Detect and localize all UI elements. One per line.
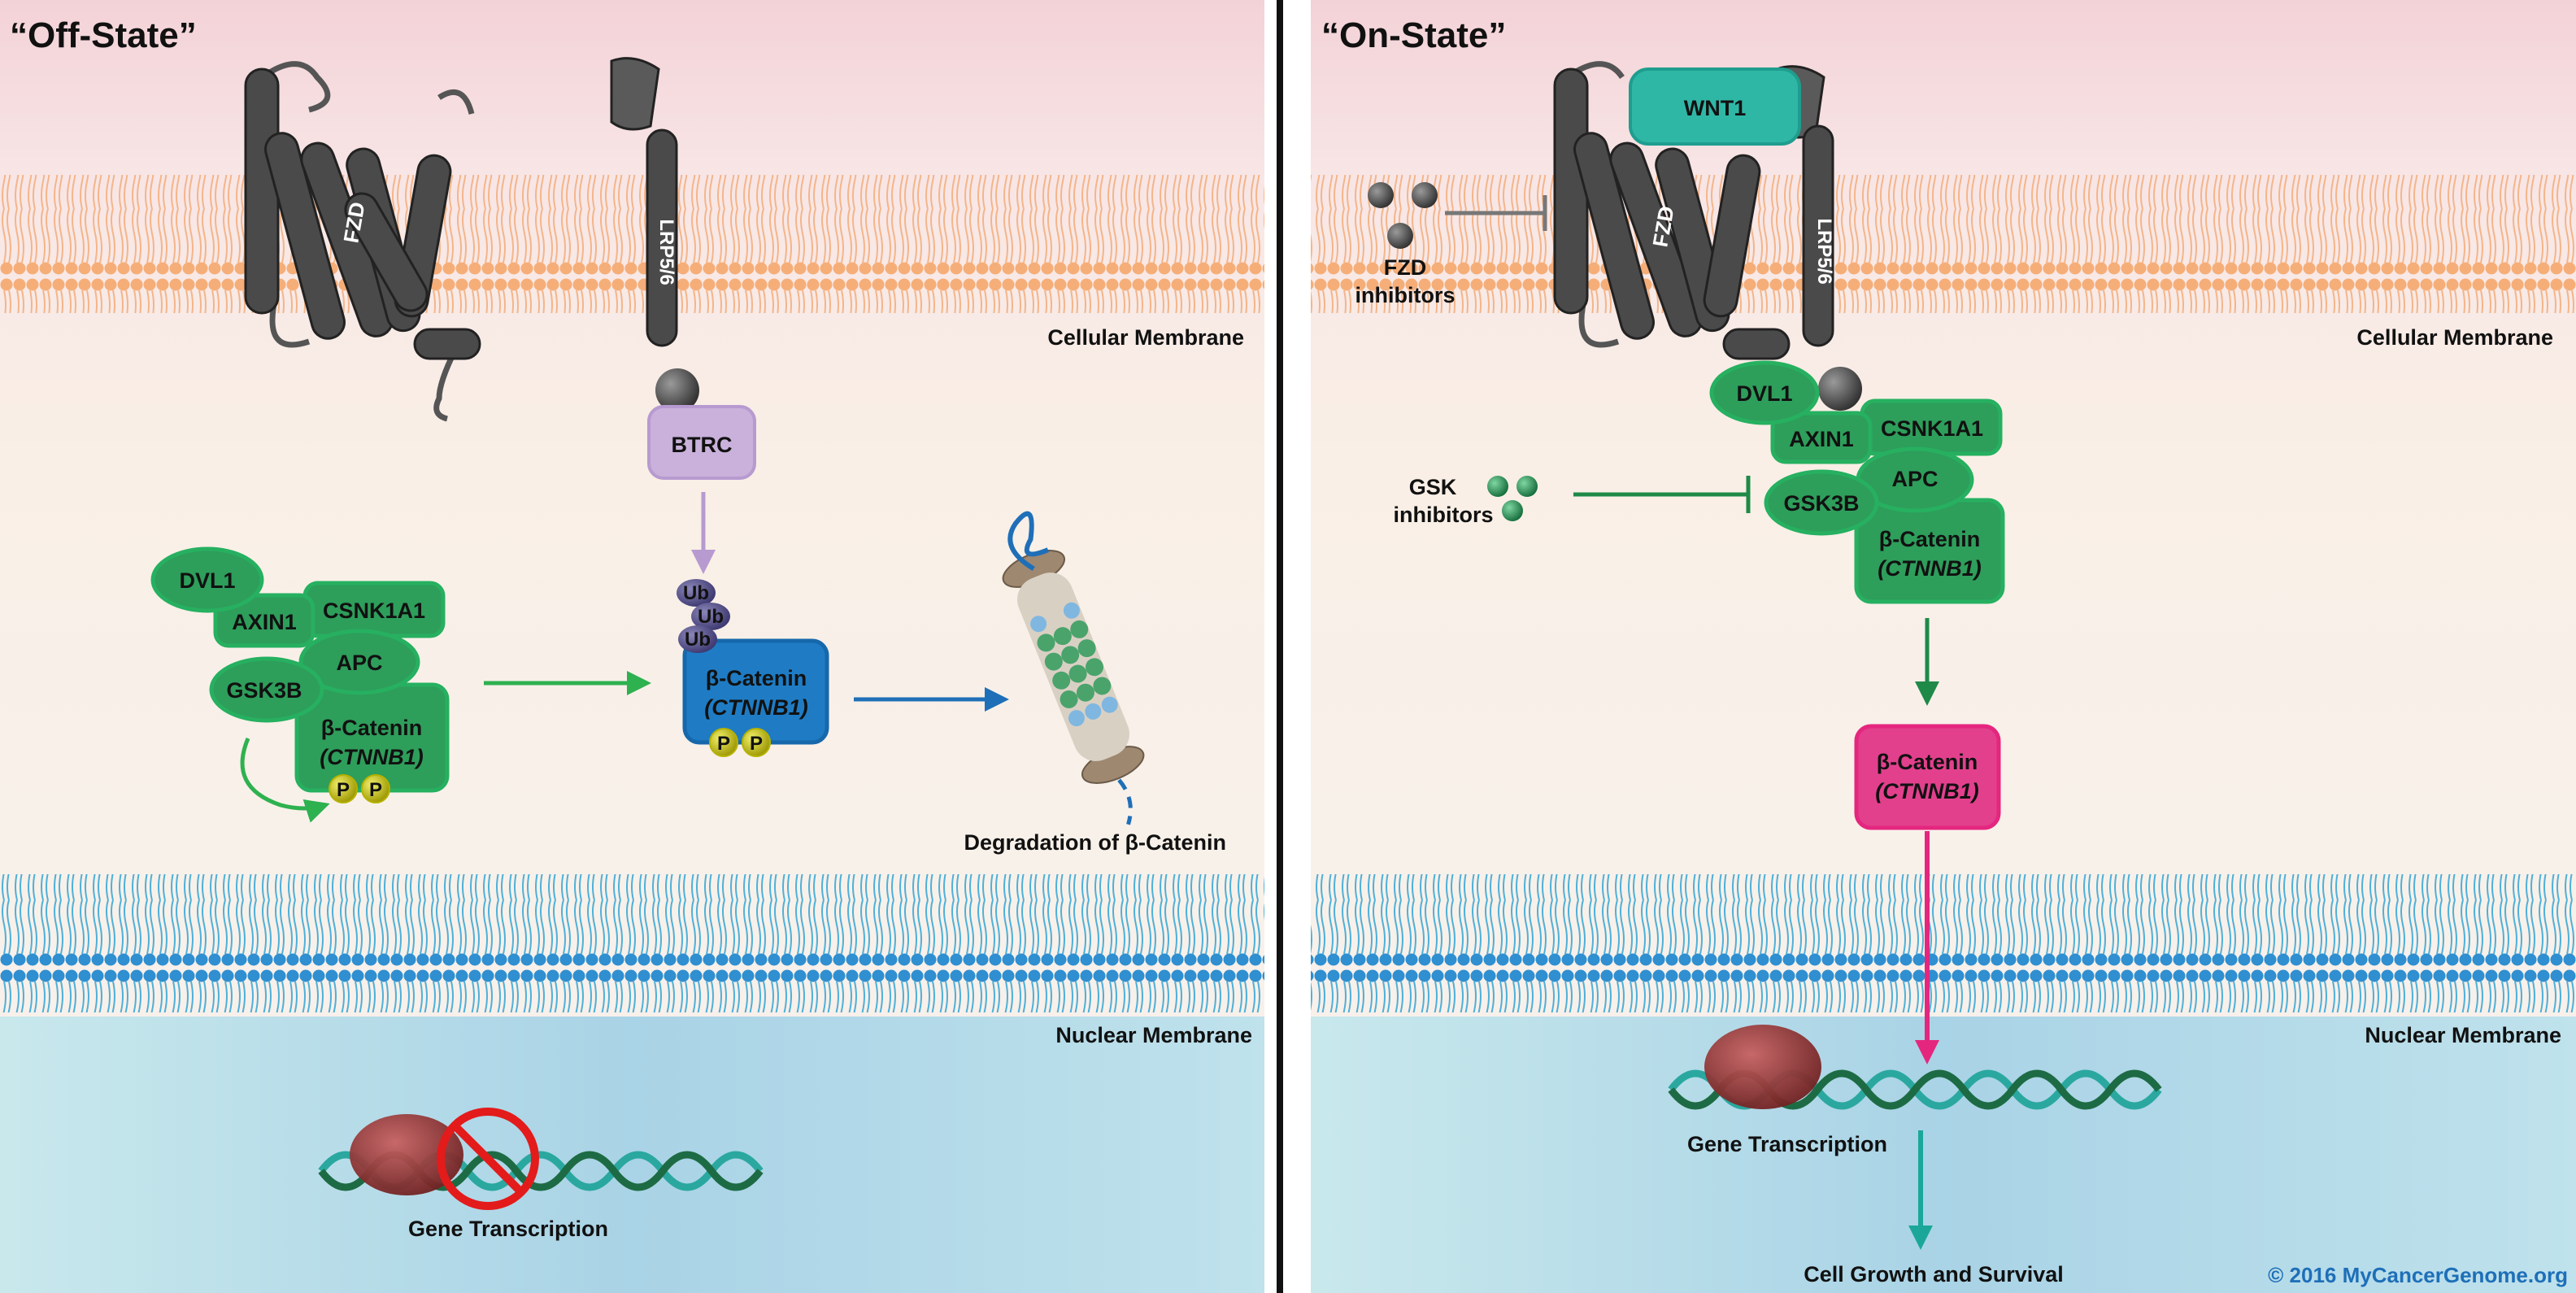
lrp-receptor: LRP5/6 [610, 57, 699, 412]
svg-text:FZD: FZD [1384, 255, 1426, 280]
btrc-box: BTRC [647, 405, 756, 480]
complex-bcat-label: β-Catenin [1879, 527, 1980, 551]
svg-text:WNT1: WNT1 [1684, 96, 1747, 120]
nuclear-membrane [0, 874, 1264, 1012]
svg-text:P: P [369, 779, 382, 801]
fzd-receptor: FZD [1553, 61, 1791, 360]
complex-bcat-label: β-Catenin [321, 716, 422, 740]
lrp-label: LRP5/6 [1813, 218, 1835, 284]
gene-transcription-label: Gene Transcription [1687, 1132, 1887, 1156]
outcome-label: Cell Growth and Survival [1804, 1262, 2064, 1286]
nucleosome [350, 1114, 463, 1195]
destruction-complex: DVL1 AXIN1 CSNK1A1 APC GSK3B β-Catenin (… [150, 546, 450, 803]
svg-text:(CTNNB1): (CTNNB1) [704, 695, 808, 720]
on-state-panel [1311, 0, 2576, 1293]
svg-text:Ub: Ub [683, 582, 709, 604]
destruction-complex: DVL1 AXIN1 CSNK1A1 APC GSK3B β-Catenin (… [1709, 360, 2005, 604]
svg-text:(CTNNB1): (CTNNB1) [1875, 779, 1979, 803]
wnt1-ligand: WNT1 [1629, 67, 1801, 146]
gsk3b-label: GSK3B [226, 678, 302, 703]
csnk1a1-label: CSNK1A1 [323, 599, 425, 623]
on-state-title: “On-State” [1321, 15, 1506, 55]
fzd-receptor: FZD [244, 61, 481, 422]
proteasome-icon [1002, 511, 1145, 825]
svg-text:Ub: Ub [698, 606, 724, 628]
lrp-label: LRP5/6 [655, 219, 677, 285]
cell-membrane [1311, 175, 2576, 313]
stabilized-bcatenin: β-Catenin (CTNNB1) [1854, 724, 2001, 830]
svg-text:P: P [717, 733, 730, 755]
svg-text:P: P [750, 733, 763, 755]
svg-text:β-Catenin: β-Catenin [706, 666, 807, 690]
degradation-label: Degradation of β-Catenin [964, 830, 1226, 855]
nucleosome [1704, 1025, 1821, 1109]
gene-transcription-label: Gene Transcription [408, 1217, 608, 1241]
axin1-label: AXIN1 [232, 610, 297, 634]
svg-text:Ub: Ub [685, 629, 711, 651]
complex-bcat-gene: (CTNNB1) [1878, 556, 1982, 581]
off-state-title: “Off-State” [10, 15, 197, 55]
copyright: © 2016 MyCancerGenome.org [2268, 1263, 2568, 1287]
dvl1-label: DVL1 [179, 568, 235, 593]
gsk3b-label: GSK3B [1783, 491, 1859, 516]
axin1-label: AXIN1 [1789, 427, 1854, 451]
svg-text:inhibitors: inhibitors [1394, 503, 1494, 527]
svg-text:P: P [337, 779, 350, 801]
blocked-icon [437, 1108, 539, 1210]
nuclear-membrane-label: Nuclear Membrane [2365, 1023, 2561, 1047]
svg-text:β-Catenin: β-Catenin [1877, 750, 1978, 774]
svg-text:BTRC: BTRC [672, 433, 733, 457]
panel-divider [1277, 0, 1283, 1293]
ubiquitinated-bcatenin: Ub Ub Ub β-Catenin (CTNNB1) P P [677, 579, 829, 757]
dvl1-label: DVL1 [1736, 381, 1792, 406]
cell-membrane-label: Cellular Membrane [1047, 325, 1244, 350]
apc-label: APC [336, 651, 382, 675]
fzd-inhibitors: FZD inhibitors [1355, 182, 1456, 307]
nuclear-membrane-label: Nuclear Membrane [1055, 1023, 1252, 1047]
gsk-inhibitors: GSK inhibitors [1394, 475, 1538, 527]
nuclear-membrane [1311, 874, 2576, 1012]
fzd-inhibition-line [1445, 195, 1547, 231]
apc-label: APC [1891, 467, 1938, 491]
phosphorylation-arrow [240, 738, 330, 823]
cell-membrane [0, 175, 1264, 313]
gsk-inhibition-line [1573, 476, 1751, 513]
svg-text:GSK: GSK [1409, 475, 1457, 499]
cell-membrane-label: Cellular Membrane [2356, 325, 2553, 350]
complex-bcat-gene: (CTNNB1) [320, 745, 424, 769]
csnk1a1-label: CSNK1A1 [1881, 416, 1983, 441]
svg-text:inhibitors: inhibitors [1355, 283, 1456, 307]
